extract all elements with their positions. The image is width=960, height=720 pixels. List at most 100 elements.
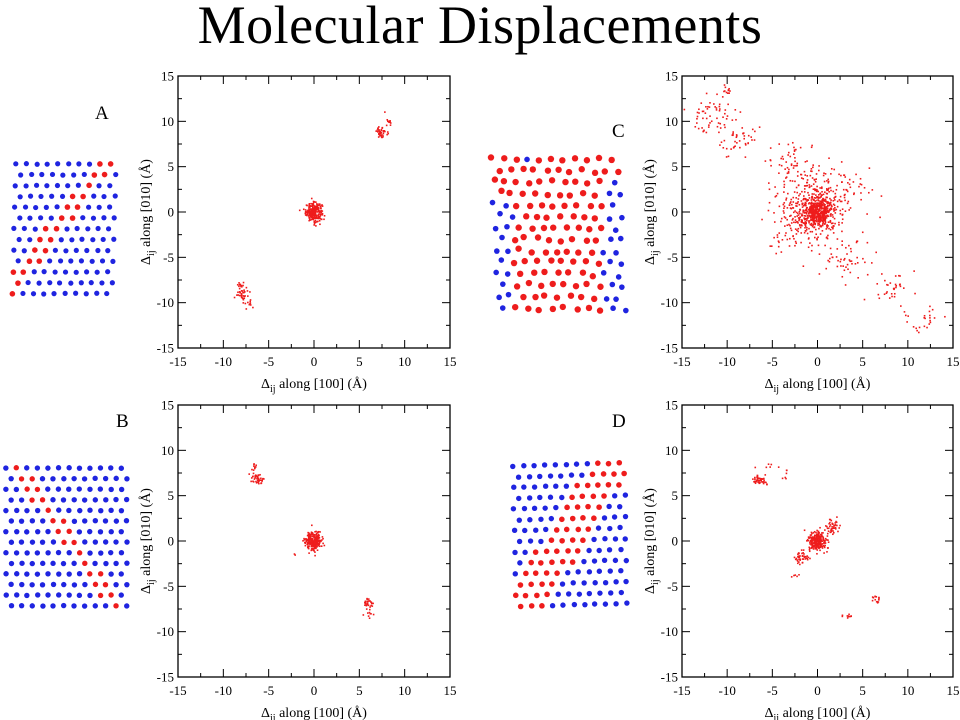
lattice-molecule bbox=[582, 601, 588, 608]
lattice-molecule bbox=[559, 303, 567, 311]
scatter-point bbox=[810, 170, 812, 172]
lattice-molecule bbox=[95, 225, 101, 232]
scatter-point bbox=[308, 218, 311, 221]
lattice-molecule bbox=[32, 247, 38, 253]
scatter-point bbox=[377, 127, 379, 129]
scatter-point bbox=[311, 538, 314, 540]
lattice-molecule bbox=[42, 225, 49, 232]
scatter-point bbox=[843, 174, 846, 176]
scatter-point bbox=[372, 602, 374, 605]
lattice-molecule bbox=[26, 258, 33, 265]
lattice-molecule bbox=[51, 291, 57, 297]
lattice-molecule bbox=[596, 568, 603, 574]
scatter-point bbox=[816, 549, 819, 551]
lattice-molecule bbox=[600, 249, 606, 256]
scatter-point bbox=[817, 205, 820, 207]
scatter-point bbox=[249, 302, 252, 304]
scatter-point bbox=[893, 295, 896, 298]
y-axis-label: Δij along [010] (Å) bbox=[642, 159, 661, 265]
lattice-molecule bbox=[531, 505, 538, 512]
scatter-point bbox=[816, 213, 819, 216]
lattice-molecule bbox=[562, 178, 569, 186]
lattice-molecule bbox=[622, 513, 629, 520]
scatter-point bbox=[812, 212, 815, 215]
scatter-point bbox=[884, 279, 886, 282]
lattice-molecule bbox=[31, 269, 37, 275]
lattice-molecule bbox=[578, 166, 585, 173]
lattice-molecule bbox=[63, 248, 69, 254]
scatter-point bbox=[819, 233, 822, 235]
scatter-point bbox=[817, 540, 819, 543]
scatter-point bbox=[307, 547, 310, 549]
scatter-point bbox=[811, 225, 814, 228]
lattice-molecule bbox=[92, 603, 98, 609]
scatter-point bbox=[739, 146, 741, 149]
y-tick-label: 5 bbox=[168, 159, 175, 174]
scatter-point bbox=[312, 545, 314, 548]
lattice-molecule bbox=[487, 154, 495, 161]
lattice-molecule bbox=[515, 224, 522, 231]
scatter-point bbox=[725, 156, 728, 158]
lattice-molecule bbox=[124, 539, 130, 545]
scatter-point bbox=[844, 193, 846, 196]
scatter-point bbox=[308, 205, 310, 208]
lattice-molecule bbox=[606, 216, 613, 222]
scatter-point bbox=[314, 210, 317, 213]
scatter-point bbox=[797, 198, 800, 200]
lattice-molecule bbox=[105, 248, 111, 254]
scatter-point bbox=[824, 203, 826, 206]
scatter-point bbox=[308, 535, 311, 538]
scatter-point bbox=[311, 547, 314, 550]
scatter-point bbox=[313, 209, 316, 211]
scatter-point bbox=[696, 122, 698, 124]
scatter-point bbox=[814, 541, 817, 543]
lattice-molecule bbox=[544, 591, 550, 598]
scatter-point bbox=[319, 207, 322, 210]
scatter-point bbox=[370, 604, 372, 607]
scatter-point bbox=[751, 139, 753, 141]
scatter-point bbox=[722, 146, 725, 149]
scatter-point bbox=[735, 134, 738, 136]
scatter-point bbox=[823, 542, 825, 545]
scatter-point bbox=[841, 244, 843, 246]
scatter-point bbox=[828, 157, 830, 160]
lattice-molecule bbox=[66, 528, 72, 535]
scatter-point bbox=[382, 131, 385, 133]
scatter-point bbox=[833, 225, 835, 227]
scatter-point bbox=[379, 134, 382, 136]
scatter-point bbox=[860, 183, 863, 186]
scatter-point bbox=[798, 558, 800, 561]
scatter-point bbox=[827, 539, 829, 541]
scatter-point bbox=[367, 615, 370, 617]
scatter-point bbox=[793, 191, 796, 193]
lattice-molecule bbox=[526, 180, 533, 187]
lattice-molecule bbox=[20, 269, 27, 275]
scatter-point bbox=[803, 217, 805, 219]
scatter-point bbox=[839, 200, 842, 203]
scatter-point bbox=[378, 132, 381, 134]
scatter-point bbox=[815, 190, 818, 193]
lattice-molecule bbox=[553, 504, 559, 511]
x-tick-label: 10 bbox=[398, 354, 411, 369]
scatter-point bbox=[893, 292, 896, 295]
scatter-point bbox=[804, 211, 807, 214]
lattice-molecule bbox=[543, 214, 550, 221]
scatter-point bbox=[717, 122, 720, 124]
lattice-molecule bbox=[569, 494, 575, 501]
scatter-point bbox=[238, 287, 241, 290]
scatter-point bbox=[767, 209, 770, 212]
lattice-molecule bbox=[113, 518, 120, 524]
lattice-molecule bbox=[494, 248, 500, 254]
lattice-molecule bbox=[521, 484, 527, 490]
scatter-point bbox=[822, 207, 824, 210]
y-tick-label: 15 bbox=[161, 398, 174, 413]
lattice-molecule bbox=[610, 305, 616, 312]
scatter-point bbox=[812, 209, 815, 211]
lattice-molecule bbox=[24, 486, 30, 492]
scatter-point bbox=[944, 315, 946, 318]
scatter-point bbox=[838, 224, 840, 226]
lattice-molecule bbox=[617, 503, 623, 510]
scatter-point bbox=[821, 213, 824, 216]
y-tick-label: -15 bbox=[157, 670, 174, 685]
scatter-point bbox=[830, 519, 833, 522]
